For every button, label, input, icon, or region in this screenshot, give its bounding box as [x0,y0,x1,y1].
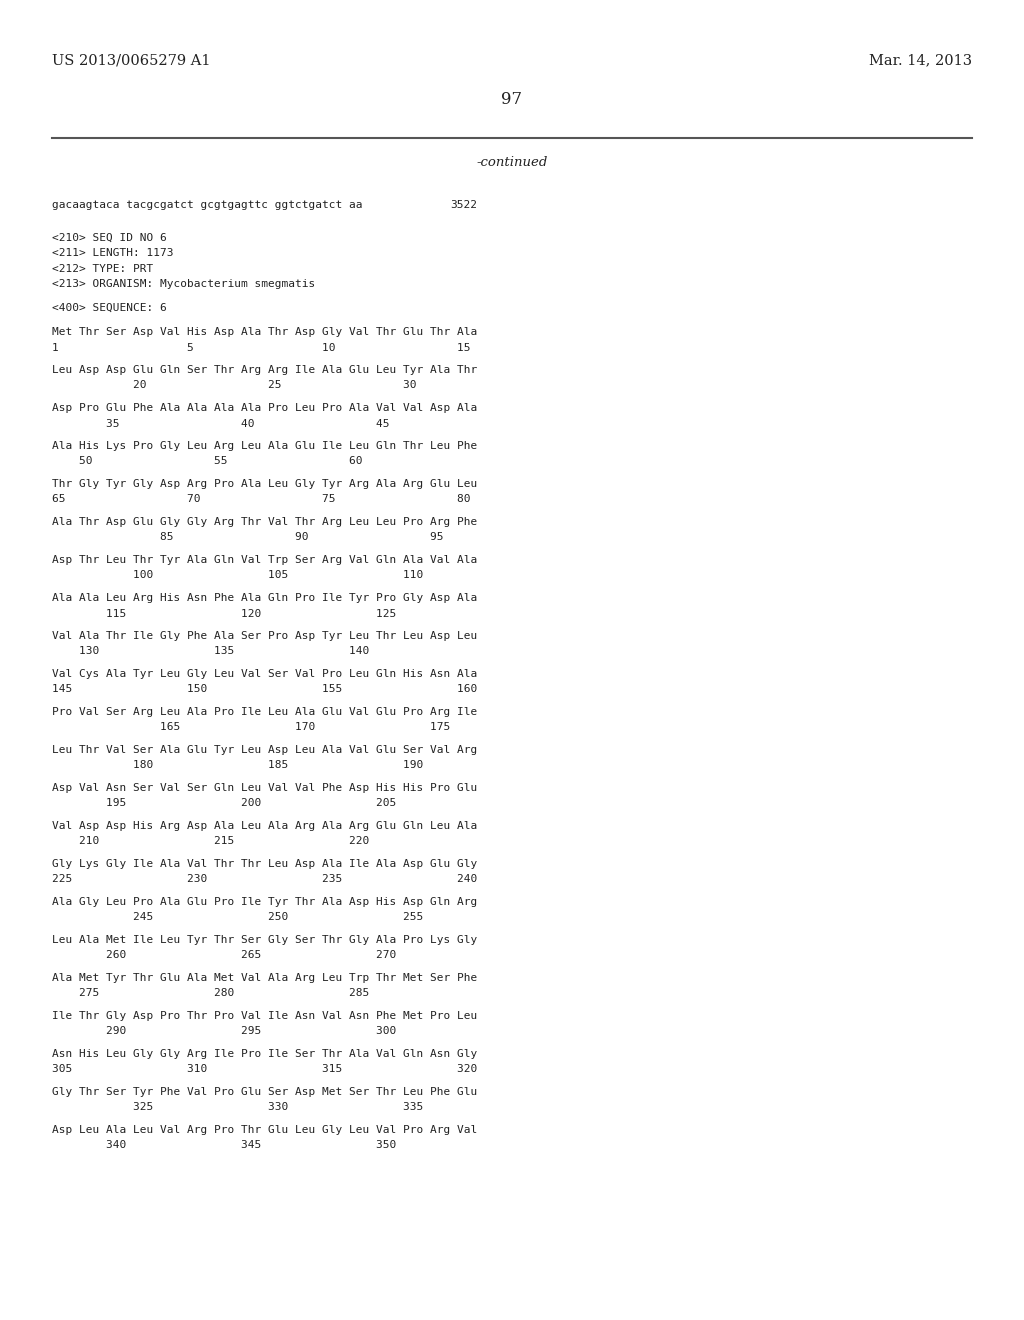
Text: 195                 200                 205: 195 200 205 [52,799,396,808]
Text: Asp Leu Ala Leu Val Arg Pro Thr Glu Leu Gly Leu Val Pro Arg Val: Asp Leu Ala Leu Val Arg Pro Thr Glu Leu … [52,1125,477,1135]
Text: 305                 310                 315                 320: 305 310 315 320 [52,1064,477,1074]
Text: 20                  25                  30: 20 25 30 [52,380,417,391]
Text: <400> SEQUENCE: 6: <400> SEQUENCE: 6 [52,304,167,313]
Text: Leu Asp Asp Glu Gln Ser Thr Arg Arg Ile Ala Glu Leu Tyr Ala Thr: Leu Asp Asp Glu Gln Ser Thr Arg Arg Ile … [52,366,477,375]
Text: <212> TYPE: PRT: <212> TYPE: PRT [52,264,154,273]
Text: Asp Pro Glu Phe Ala Ala Ala Ala Pro Leu Pro Ala Val Val Asp Ala: Asp Pro Glu Phe Ala Ala Ala Ala Pro Leu … [52,403,477,413]
Text: -continued: -continued [476,156,548,169]
Text: Leu Thr Val Ser Ala Glu Tyr Leu Asp Leu Ala Val Glu Ser Val Arg: Leu Thr Val Ser Ala Glu Tyr Leu Asp Leu … [52,744,477,755]
Text: 3522: 3522 [450,201,477,210]
Text: Pro Val Ser Arg Leu Ala Pro Ile Leu Ala Glu Val Glu Pro Arg Ile: Pro Val Ser Arg Leu Ala Pro Ile Leu Ala … [52,708,477,717]
Text: 275                 280                 285: 275 280 285 [52,989,370,998]
Text: Val Cys Ala Tyr Leu Gly Leu Val Ser Val Pro Leu Gln His Asn Ala: Val Cys Ala Tyr Leu Gly Leu Val Ser Val … [52,669,477,678]
Text: Ala His Lys Pro Gly Leu Arg Leu Ala Glu Ile Leu Gln Thr Leu Phe: Ala His Lys Pro Gly Leu Arg Leu Ala Glu … [52,441,477,451]
Text: 245                 250                 255: 245 250 255 [52,912,423,923]
Text: 65                  70                  75                  80: 65 70 75 80 [52,495,470,504]
Text: <211> LENGTH: 1173: <211> LENGTH: 1173 [52,248,173,257]
Text: Ile Thr Gly Asp Pro Thr Pro Val Ile Asn Val Asn Phe Met Pro Leu: Ile Thr Gly Asp Pro Thr Pro Val Ile Asn … [52,1011,477,1020]
Text: 180                 185                 190: 180 185 190 [52,760,423,771]
Text: Leu Ala Met Ile Leu Tyr Thr Ser Gly Ser Thr Gly Ala Pro Lys Gly: Leu Ala Met Ile Leu Tyr Thr Ser Gly Ser … [52,935,477,945]
Text: 130                 135                 140: 130 135 140 [52,647,370,656]
Text: US 2013/0065279 A1: US 2013/0065279 A1 [52,53,211,67]
Text: 115                 120                 125: 115 120 125 [52,609,396,619]
Text: 225                 230                 235                 240: 225 230 235 240 [52,875,477,884]
Text: Asp Thr Leu Thr Tyr Ala Gln Val Trp Ser Arg Val Gln Ala Val Ala: Asp Thr Leu Thr Tyr Ala Gln Val Trp Ser … [52,554,477,565]
Text: Ala Gly Leu Pro Ala Glu Pro Ile Tyr Thr Ala Asp His Asp Gln Arg: Ala Gly Leu Pro Ala Glu Pro Ile Tyr Thr … [52,898,477,907]
Text: Thr Gly Tyr Gly Asp Arg Pro Ala Leu Gly Tyr Arg Ala Arg Glu Leu: Thr Gly Tyr Gly Asp Arg Pro Ala Leu Gly … [52,479,477,488]
Text: Met Thr Ser Asp Val His Asp Ala Thr Asp Gly Val Thr Glu Thr Ala: Met Thr Ser Asp Val His Asp Ala Thr Asp … [52,327,477,337]
Text: Mar. 14, 2013: Mar. 14, 2013 [869,53,972,67]
Text: Val Asp Asp His Arg Asp Ala Leu Ala Arg Ala Arg Glu Gln Leu Ala: Val Asp Asp His Arg Asp Ala Leu Ala Arg … [52,821,477,832]
Text: <210> SEQ ID NO 6: <210> SEQ ID NO 6 [52,232,167,243]
Text: 260                 265                 270: 260 265 270 [52,950,396,961]
Text: 50                  55                  60: 50 55 60 [52,457,362,466]
Text: 165                 170                 175: 165 170 175 [52,722,451,733]
Text: Val Ala Thr Ile Gly Phe Ala Ser Pro Asp Tyr Leu Thr Leu Asp Leu: Val Ala Thr Ile Gly Phe Ala Ser Pro Asp … [52,631,477,642]
Text: Asn His Leu Gly Gly Arg Ile Pro Ile Ser Thr Ala Val Gln Asn Gly: Asn His Leu Gly Gly Arg Ile Pro Ile Ser … [52,1049,477,1059]
Text: Ala Ala Leu Arg His Asn Phe Ala Gln Pro Ile Tyr Pro Gly Asp Ala: Ala Ala Leu Arg His Asn Phe Ala Gln Pro … [52,593,477,603]
Text: 210                 215                 220: 210 215 220 [52,837,370,846]
Text: Ala Met Tyr Thr Glu Ala Met Val Ala Arg Leu Trp Thr Met Ser Phe: Ala Met Tyr Thr Glu Ala Met Val Ala Arg … [52,973,477,983]
Text: 1                   5                   10                  15: 1 5 10 15 [52,342,470,352]
Text: 85                  90                  95: 85 90 95 [52,532,443,543]
Text: 290                 295                 300: 290 295 300 [52,1027,396,1036]
Text: 145                 150                 155                 160: 145 150 155 160 [52,685,477,694]
Text: Asp Val Asn Ser Val Ser Gln Leu Val Val Phe Asp His His Pro Glu: Asp Val Asn Ser Val Ser Gln Leu Val Val … [52,783,477,793]
Text: Ala Thr Asp Glu Gly Gly Arg Thr Val Thr Arg Leu Leu Pro Arg Phe: Ala Thr Asp Glu Gly Gly Arg Thr Val Thr … [52,517,477,527]
Text: 97: 97 [502,91,522,108]
Text: 325                 330                 335: 325 330 335 [52,1102,423,1113]
Text: Gly Lys Gly Ile Ala Val Thr Thr Leu Asp Ala Ile Ala Asp Glu Gly: Gly Lys Gly Ile Ala Val Thr Thr Leu Asp … [52,859,477,869]
Text: <213> ORGANISM: Mycobacterium smegmatis: <213> ORGANISM: Mycobacterium smegmatis [52,279,315,289]
Text: gacaagtaca tacgcgatct gcgtgagttc ggtctgatct aa: gacaagtaca tacgcgatct gcgtgagttc ggtctga… [52,201,362,210]
Text: 340                 345                 350: 340 345 350 [52,1140,396,1151]
Text: 100                 105                 110: 100 105 110 [52,570,423,581]
Text: 35                  40                  45: 35 40 45 [52,418,389,429]
Text: Gly Thr Ser Tyr Phe Val Pro Glu Ser Asp Met Ser Thr Leu Phe Glu: Gly Thr Ser Tyr Phe Val Pro Glu Ser Asp … [52,1086,477,1097]
